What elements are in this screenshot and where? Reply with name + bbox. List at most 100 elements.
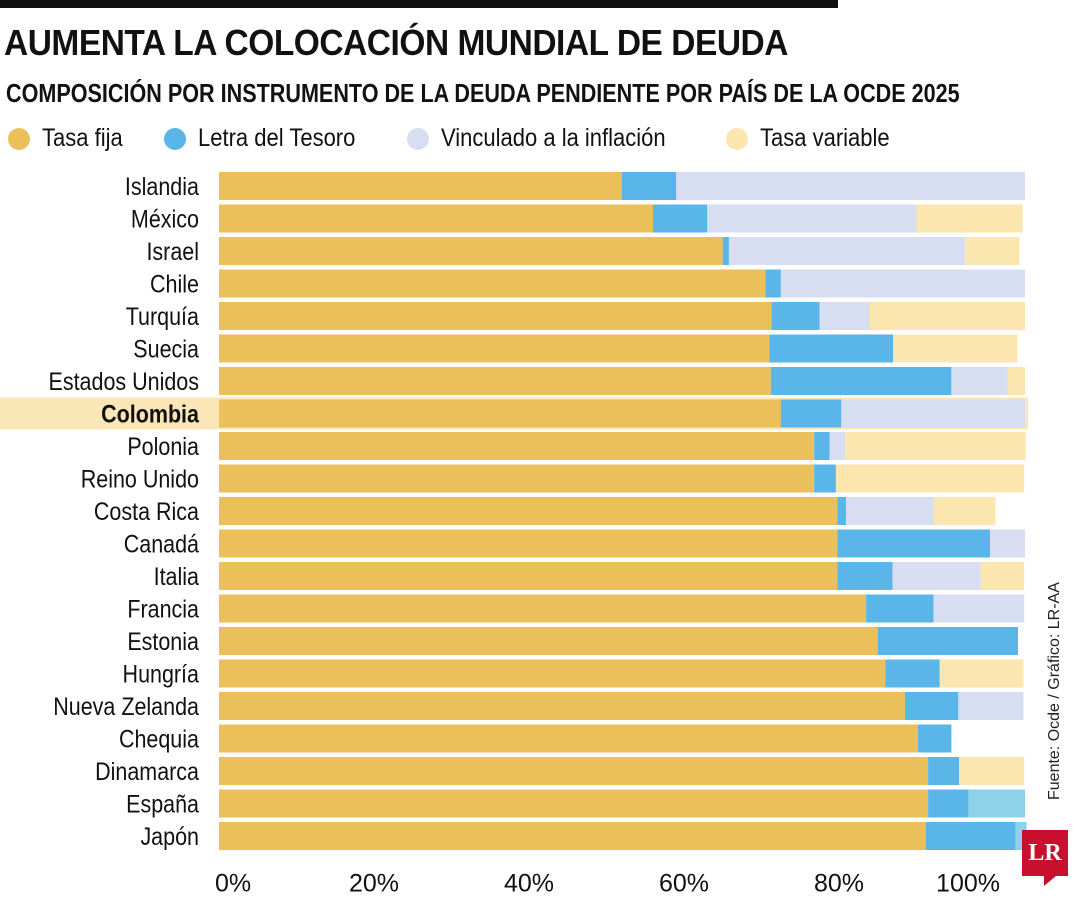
legend-swatch-tasa-fija (8, 127, 30, 150)
category-label-espana: España (126, 790, 199, 818)
category-label-estados-unidos: Estados Unidos (49, 367, 199, 395)
category-label-suecia: Suecia (133, 335, 199, 363)
category-label-costa-rica: Costa Rica (94, 497, 199, 525)
bar-turquia-tasa-variable (870, 302, 1025, 330)
legend-item-tasa-fija: Tasa fija (8, 124, 134, 153)
bar-reino-unido-tasa-variable (835, 464, 1025, 493)
legend-item-vinculado-inflacion: Vinculado a la inflación (406, 124, 696, 153)
bar-colombia-tasa-fija (219, 399, 781, 428)
bar-costa-rica-vinculado-a-la-inflacion (845, 497, 934, 525)
bar-turquia-letra-del-tesoro (771, 302, 820, 330)
bar-nueva-zelanda-vinculado-a-la-inflacion (958, 692, 1024, 720)
bar-reino-unido-letra-del-tesoro (814, 464, 836, 493)
legend-label-tasa-fija: Tasa fija (42, 124, 123, 152)
bar-francia-letra-del-tesoro (866, 594, 934, 623)
legend-swatch-tasa-variable (725, 127, 748, 150)
legend-item-letra-tesoro: Letra del Tesoro (163, 124, 377, 153)
bar-israel-letra-del-tesoro (722, 237, 729, 265)
bar-suecia-tasa-variable (893, 334, 1018, 363)
bar-espana-otro (968, 789, 1025, 818)
bar-canada-letra-del-tesoro (837, 529, 991, 558)
bar-reino-unido-tasa-fija (219, 464, 815, 493)
bar-polonia-vinculado-a-la-inflacion (829, 432, 846, 460)
x-tick-label-0: 0% (215, 870, 251, 898)
source-credit: Fuente: Ocde / Gráfico: LR-AA (1046, 582, 1063, 800)
bar-costa-rica-tasa-variable (933, 497, 996, 525)
bar-suecia-letra-del-tesoro (769, 334, 894, 363)
category-label-mexico: México (131, 205, 199, 233)
bar-mexico-letra-del-tesoro (653, 204, 708, 233)
bar-israel-tasa-fija (219, 237, 723, 265)
bar-estados-unidos-vinculado-a-la-inflacion (951, 367, 1008, 395)
x-tick-label-40: 40% (504, 870, 554, 898)
category-label-canada: Canadá (124, 530, 199, 558)
legend-swatch-vinculado-inflacion (406, 127, 429, 150)
bar-polonia-letra-del-tesoro (814, 432, 830, 460)
bar-francia-vinculado-a-la-inflacion (933, 594, 1025, 623)
x-tick-label-20: 20% (349, 870, 399, 898)
bar-japon-letra-del-tesoro (925, 822, 1016, 850)
legend-label-tasa-variable: Tasa variable (759, 124, 890, 152)
bar-dinamarca-tasa-fija (219, 757, 929, 785)
bar-nueva-zelanda-tasa-fija (219, 692, 905, 720)
legend: Tasa fija Letra del Tesoro Vinculado a l… (8, 124, 937, 153)
bar-israel-vinculado-a-la-inflacion (728, 237, 966, 265)
bar-colombia-vinculado-a-la-inflacion (841, 399, 1025, 428)
chart-subtitle: COMPOSICIÓN POR INSTRUMENTO DE LA DEUDA … (6, 78, 960, 108)
legend-label-letra-tesoro: Letra del Tesoro (197, 124, 356, 152)
bar-islandia-vinculado-a-la-inflacion (676, 172, 1025, 200)
category-label-israel: Israel (146, 237, 199, 265)
bar-mexico-tasa-variable (916, 204, 1023, 233)
bar-estonia-letra-del-tesoro (877, 627, 1019, 655)
bar-colombia-letra-del-tesoro (780, 399, 842, 428)
stacked-bar-chart: Islandia México Israel Chile Turquía Suecia Es… (0, 172, 1028, 898)
category-label-turquia: Turquía (126, 302, 199, 330)
legend-item-tasa-variable: Tasa variable (725, 124, 907, 153)
bar-israel-tasa-variable (965, 237, 1020, 265)
bar-suecia-tasa-fija (219, 334, 770, 363)
bar-hungria-tasa-fija (219, 659, 886, 688)
bar-espana-tasa-fija (219, 789, 929, 818)
category-label-japon: Japón (140, 822, 199, 850)
x-tick-label-80: 80% (814, 870, 864, 898)
bar-polonia-tasa-fija (219, 432, 815, 460)
bar-estados-unidos-tasa-variable (1007, 367, 1025, 395)
bar-turquia-vinculado-a-la-inflacion (819, 302, 870, 330)
bar-estados-unidos-letra-del-tesoro (770, 367, 952, 395)
bar-mexico-tasa-fija (219, 204, 653, 233)
bar-francia-tasa-fija (219, 594, 867, 623)
bar-estonia-tasa-fija (219, 627, 878, 655)
bar-islandia-letra-del-tesoro (622, 172, 677, 200)
category-label-chequia: Chequia (119, 725, 199, 753)
top-rule (0, 0, 838, 8)
bar-italia-vinculado-a-la-inflacion (892, 562, 981, 590)
bar-dinamarca-tasa-variable (959, 757, 1025, 785)
bar-chequia-letra-del-tesoro (918, 724, 952, 753)
bar-japon-tasa-fija (219, 822, 926, 850)
bar-estados-unidos-tasa-fija (219, 367, 771, 395)
bar-italia-tasa-variable (980, 562, 1025, 590)
category-label-polonia: Polonia (127, 432, 199, 460)
bar-italia-letra-del-tesoro (837, 562, 893, 590)
bar-canada-vinculado-a-la-inflacion (990, 529, 1025, 558)
bar-chequia-tasa-fija (219, 724, 919, 753)
bar-dinamarca-letra-del-tesoro (928, 757, 960, 785)
bar-hungria-tasa-variable (939, 659, 1024, 688)
lr-logo: LR (1022, 830, 1068, 876)
category-label-islandia: Islandia (125, 172, 199, 200)
bar-turquia-tasa-fija (219, 302, 772, 330)
bar-chile-vinculado-a-la-inflacion (780, 269, 1025, 298)
bar-hungria-letra-del-tesoro (885, 659, 940, 688)
category-label-nueva-zelanda: Nueva Zelanda (53, 692, 199, 720)
lr-logo-tail (1044, 876, 1056, 886)
category-label-hungria: Hungría (123, 660, 199, 688)
bar-costa-rica-letra-del-tesoro (837, 497, 846, 525)
legend-label-vinculado-inflacion: Vinculado a la inflación (440, 124, 666, 152)
legend-swatch-letra-tesoro (163, 127, 186, 150)
bar-chile-letra-del-tesoro (765, 269, 781, 298)
bar-nueva-zelanda-letra-del-tesoro (904, 692, 959, 720)
category-label-colombia: Colombia (101, 400, 200, 428)
bar-canada-tasa-fija (219, 529, 838, 558)
category-label-italia: Italia (154, 562, 199, 590)
bar-italia-tasa-fija (219, 562, 838, 590)
